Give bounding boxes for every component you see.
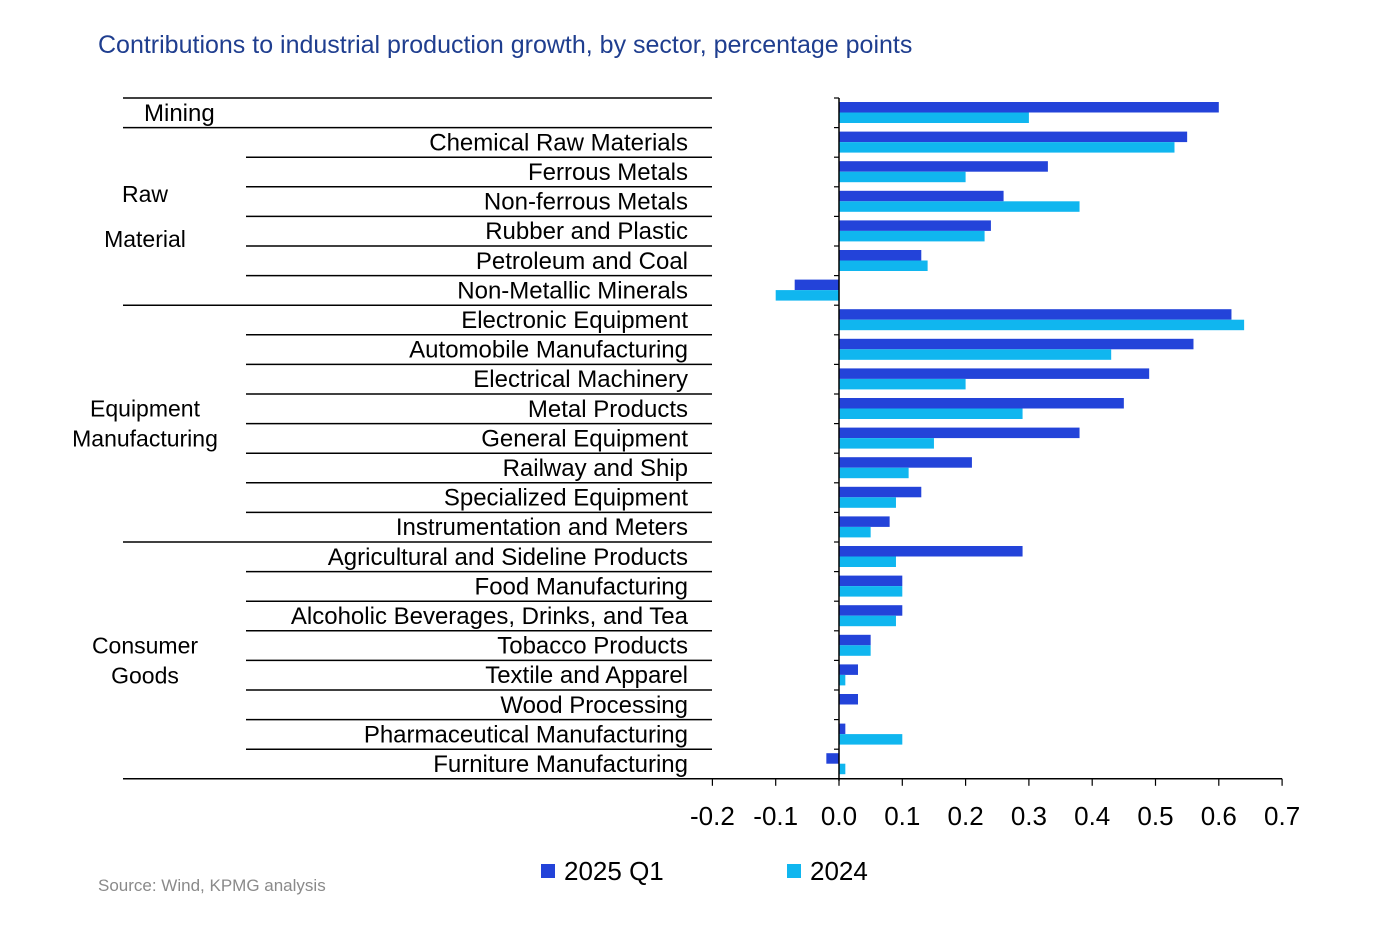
group-label: Equipment: [90, 396, 201, 422]
category-label: Automobile Manufacturing: [409, 337, 688, 364]
legend-label: 2024: [810, 856, 868, 886]
category-label: Electrical Machinery: [473, 366, 688, 393]
bar-series-2: [839, 527, 871, 538]
bar-series-1: [839, 161, 1048, 172]
category-label: Metal Products: [528, 396, 688, 423]
category-label: Pharmaceutical Manufacturing: [364, 721, 688, 748]
legend-swatch: [541, 864, 555, 878]
x-tick-label: -0.1: [753, 801, 798, 831]
bar-series-2: [839, 645, 871, 656]
bar-series-1: [839, 664, 858, 675]
bar-series-2: [839, 320, 1244, 331]
legend: 2025 Q1 2024: [541, 856, 868, 886]
source-note: Source: Wind, KPMG analysis: [98, 876, 326, 895]
group-label: Goods: [111, 662, 179, 688]
bar-series-1: [839, 250, 921, 261]
group-label: Raw: [122, 181, 168, 207]
group-label: Material: [104, 226, 186, 252]
legend-label: 2025 Q1: [564, 856, 664, 886]
category-label: Chemical Raw Materials: [429, 129, 688, 156]
category-label: Non-ferrous Metals: [484, 189, 688, 216]
bar-series-1: [839, 457, 972, 468]
bar-series-1: [839, 516, 890, 527]
category-label: Wood Processing: [500, 692, 688, 719]
category-label: Ferrous Metals: [528, 159, 688, 186]
bar-series-1: [839, 132, 1187, 143]
x-tick-label: 0.6: [1201, 801, 1237, 831]
category-label: Non-Metallic Minerals: [457, 277, 688, 304]
category-label: Petroleum and Coal: [476, 248, 688, 275]
category-label: General Equipment: [481, 425, 688, 452]
chart-title: Contributions to industrial production g…: [98, 31, 912, 59]
bar-series-1: [826, 753, 839, 764]
x-tick-label: -0.2: [690, 801, 735, 831]
category-label: Mining: [144, 100, 215, 127]
bar-series-1: [839, 102, 1219, 113]
category-label: Textile and Apparel: [485, 662, 688, 689]
category-label: Agricultural and Sideline Products: [328, 544, 688, 571]
bar-series-1: [839, 428, 1080, 439]
x-tick-label: 0.7: [1264, 801, 1300, 831]
bar-series-1: [839, 191, 1004, 202]
category-table: Mining Chemical Raw Materials Ferrous Meta…: [72, 98, 712, 779]
bar-series-2: [839, 379, 966, 390]
bar-series-1: [839, 694, 858, 705]
bar-series-1: [839, 220, 991, 231]
bar-series-2: [839, 497, 896, 508]
bar-series-2: [839, 468, 909, 479]
bar-series-2: [839, 231, 985, 242]
bar-series-2: [839, 734, 902, 745]
x-tick-label: 0.5: [1137, 801, 1173, 831]
x-tick-label: 0.3: [1011, 801, 1047, 831]
bars: [776, 102, 1244, 774]
bar-series-1: [839, 546, 1023, 557]
bar-series-1: [839, 635, 871, 646]
category-label: Food Manufacturing: [475, 573, 688, 600]
bar-series-2: [839, 172, 966, 183]
bar-series-2: [839, 201, 1080, 212]
category-label: Instrumentation and Meters: [396, 514, 688, 541]
bar-series-2: [839, 675, 845, 686]
category-label: Specialized Equipment: [444, 485, 688, 512]
group-label: Consumer: [92, 632, 198, 658]
bar-series-1: [839, 339, 1193, 350]
bar-series-1: [839, 487, 921, 498]
category-label: Tobacco Products: [497, 633, 688, 660]
x-axis: -0.2 -0.1 0.0 0.1 0.2 0.3 0.4 0.5 0.6 0.7: [123, 98, 1300, 831]
bar-series-2: [839, 557, 896, 568]
bar-series-1: [839, 724, 845, 735]
bar-series-2: [839, 586, 902, 597]
bar-series-2: [776, 290, 839, 301]
bar-series-1: [839, 576, 902, 587]
x-tick-label: 0.1: [884, 801, 920, 831]
bar-series-1: [839, 309, 1231, 320]
x-tick-label: 0.0: [821, 801, 857, 831]
x-tick-label: 0.4: [1074, 801, 1110, 831]
bar-series-1: [839, 605, 902, 616]
bar-series-2: [839, 349, 1111, 360]
category-label: Rubber and Plastic: [485, 218, 688, 245]
bar-series-2: [839, 764, 845, 775]
bar-series-1: [795, 280, 839, 291]
bar-series-2: [839, 113, 1029, 124]
bar-series-2: [839, 142, 1174, 153]
category-label: Alcoholic Beverages, Drinks, and Tea: [291, 603, 689, 630]
category-label: Railway and Ship: [503, 455, 688, 482]
bar-series-1: [839, 368, 1149, 379]
bar-series-2: [839, 261, 928, 272]
category-label: Furniture Manufacturing: [433, 751, 688, 778]
bar-series-2: [839, 438, 934, 449]
x-tick-label: 0.2: [948, 801, 984, 831]
bar-series-2: [839, 409, 1023, 420]
bar-series-1: [839, 398, 1124, 409]
bar-series-2: [839, 616, 896, 627]
group-label: Manufacturing: [72, 426, 218, 452]
legend-swatch: [787, 864, 801, 878]
category-label: Electronic Equipment: [461, 307, 688, 334]
